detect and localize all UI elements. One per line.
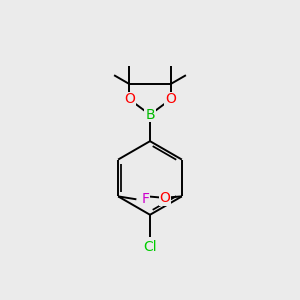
Text: O: O [124, 92, 135, 106]
Text: O: O [165, 92, 176, 106]
Text: F: F [142, 192, 150, 206]
Text: O: O [159, 191, 170, 205]
Text: Cl: Cl [143, 240, 157, 254]
Text: B: B [145, 108, 155, 122]
